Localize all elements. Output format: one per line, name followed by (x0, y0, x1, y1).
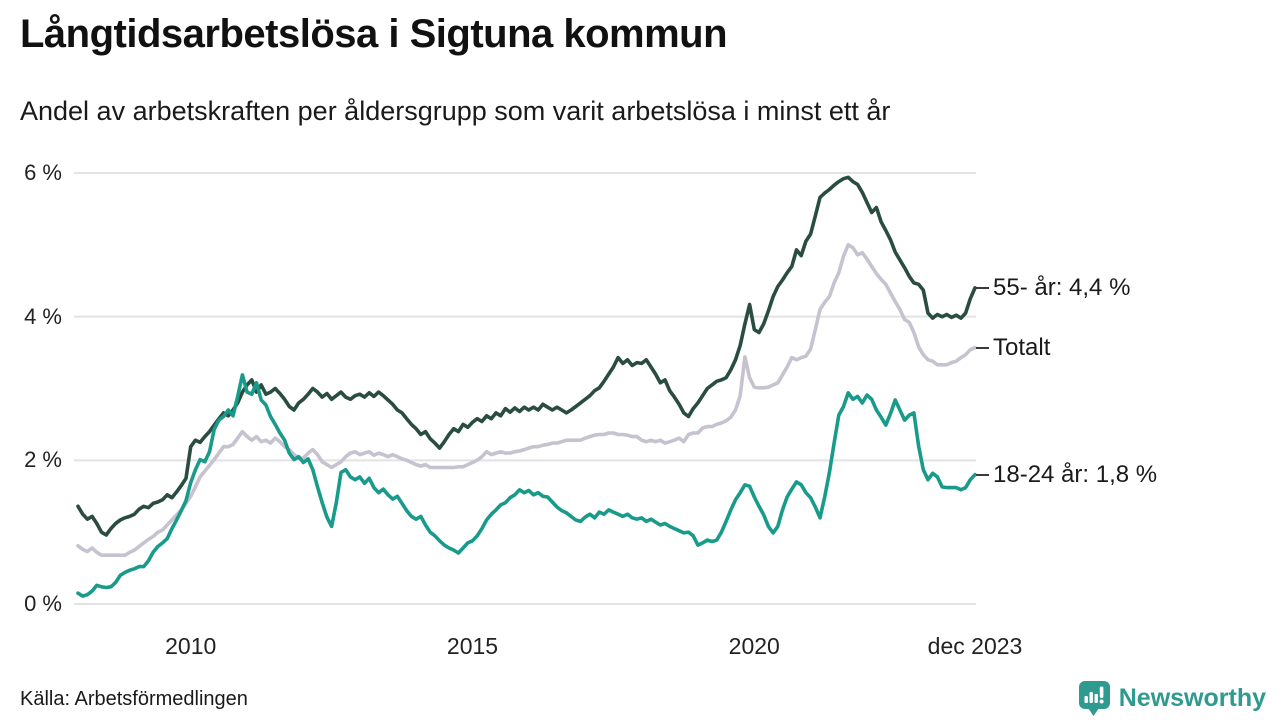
series-end-label: 18-24 år: 1,8 % (993, 460, 1158, 488)
page-title: Långtidsarbetslösa i Sigtuna kommun (20, 12, 728, 56)
y-axis-tick-label: 6 % (24, 160, 62, 185)
newsworthy-logo-link[interactable]: Newsworthy (1078, 680, 1266, 716)
x-axis-tick-label: 2020 (728, 633, 780, 659)
series-end-label: Totalt (993, 333, 1051, 361)
page-subtitle: Andel av arbetskraften per åldersgrupp s… (20, 96, 891, 126)
x-axis-tick-label: 2010 (165, 633, 217, 659)
series-line-totalt (76, 243, 977, 558)
newsworthy-logo-icon (1078, 680, 1111, 716)
series-label-tick (976, 286, 989, 289)
x-axis-tick-label: dec 2023 (927, 633, 1023, 659)
newsworthy-logo-text: Newsworthy (1118, 683, 1266, 712)
series-end-label: 55- år: 4,4 % (993, 273, 1131, 301)
series-label-tick (976, 346, 989, 349)
series-line-18-24r (76, 373, 977, 598)
x-axis-tick-label: 2015 (446, 633, 499, 659)
source-note: Källa: Arbetsförmedlingen (20, 688, 248, 710)
y-axis-tick-label: 4 % (24, 303, 62, 329)
y-axis-tick-label: 0 % (24, 591, 62, 616)
series-line-55-r (76, 175, 977, 537)
y-axis-tick-label: 2 % (24, 447, 62, 473)
series-label-tick (976, 473, 989, 476)
